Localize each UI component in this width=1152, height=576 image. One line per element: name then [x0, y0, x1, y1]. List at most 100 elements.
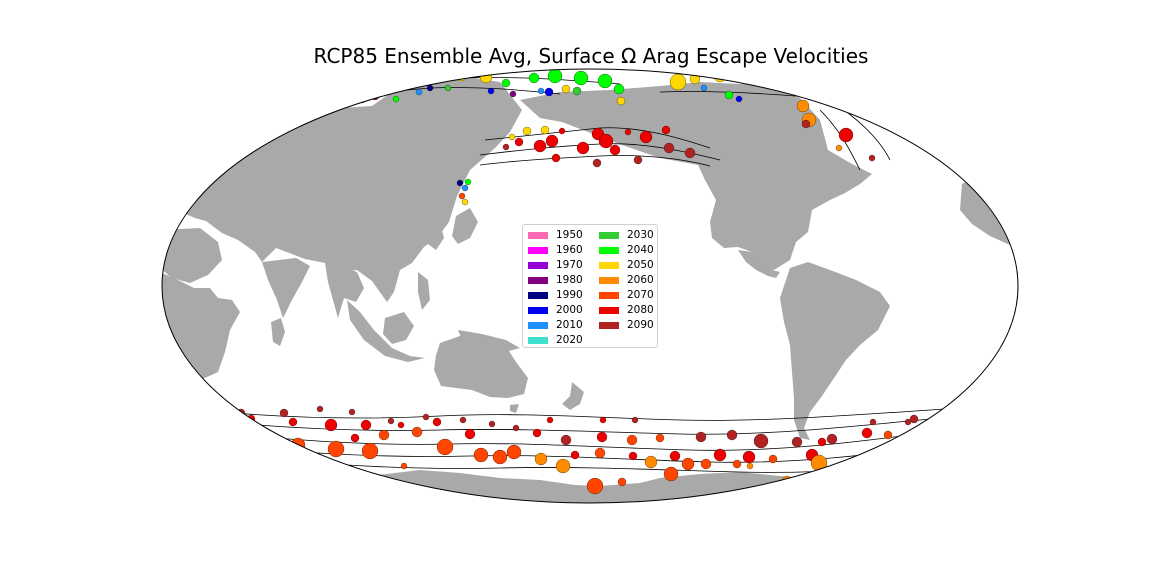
- marker: [768, 69, 784, 84]
- marker: [316, 405, 324, 413]
- marker: [626, 434, 638, 446]
- marker: [596, 431, 608, 443]
- marker: [943, 408, 951, 416]
- marker: [512, 424, 520, 432]
- marker: [738, 69, 752, 82]
- marker: [904, 418, 912, 426]
- marker: [835, 144, 843, 152]
- marker: [248, 122, 256, 130]
- marker: [949, 406, 957, 414]
- marker: [848, 79, 858, 89]
- marker: [576, 141, 590, 155]
- marker: [398, 78, 410, 90]
- marker: [639, 130, 653, 144]
- marker: [684, 147, 696, 159]
- marker: [891, 443, 909, 461]
- marker: [464, 428, 476, 440]
- marker: [444, 84, 452, 92]
- marker: [913, 429, 929, 445]
- marker: [464, 178, 472, 186]
- marker: [522, 126, 532, 136]
- legend-label: 2060: [627, 274, 654, 286]
- marker: [436, 438, 454, 456]
- marker: [324, 418, 338, 432]
- marker: [458, 192, 466, 200]
- marker: [325, 83, 335, 93]
- marker: [617, 477, 627, 487]
- marker: [661, 125, 671, 135]
- marker: [492, 449, 508, 465]
- borneo: [383, 312, 414, 344]
- marker: [869, 96, 879, 106]
- marker: [713, 448, 727, 462]
- map-title: RCP85 Ensemble Avg, Surface Ω Arag Escap…: [313, 44, 869, 68]
- marker: [397, 421, 405, 429]
- marker: [555, 458, 571, 474]
- marker: [796, 99, 810, 113]
- marker: [382, 69, 396, 83]
- legend-label: 1960: [556, 244, 583, 256]
- legend-swatch: [599, 262, 619, 269]
- marker: [387, 417, 395, 425]
- marker: [879, 456, 893, 470]
- legend-label: 2010: [556, 319, 583, 331]
- marker: [400, 462, 408, 470]
- philippines: [418, 272, 430, 310]
- marker: [572, 86, 582, 96]
- arabia: [162, 228, 222, 283]
- legend-swatch: [599, 232, 619, 239]
- marker: [854, 91, 866, 103]
- marker: [502, 143, 510, 151]
- marker: [861, 427, 873, 439]
- japan: [452, 208, 478, 244]
- marker: [426, 84, 434, 92]
- legend-swatch: [599, 277, 619, 284]
- madagascar: [271, 318, 285, 346]
- korea: [428, 222, 444, 250]
- marker: [631, 416, 639, 424]
- legend-label: 2000: [556, 304, 583, 316]
- marker: [742, 450, 756, 464]
- marker: [735, 95, 743, 103]
- marker: [644, 455, 658, 469]
- marker: [434, 69, 446, 80]
- central-america: [738, 250, 780, 278]
- marker: [479, 70, 493, 84]
- marker: [560, 434, 572, 446]
- legend-swatch: [528, 232, 548, 239]
- marker: [826, 433, 838, 445]
- marker: [509, 90, 517, 98]
- legend-label: 2040: [627, 244, 654, 256]
- marker: [869, 418, 877, 426]
- tasmania: [510, 404, 519, 413]
- indochina: [325, 263, 364, 318]
- marker: [732, 459, 742, 469]
- marker: [633, 155, 643, 165]
- marker: [528, 72, 540, 84]
- legend-swatch: [599, 247, 619, 254]
- marker: [597, 73, 613, 89]
- marker: [279, 408, 289, 418]
- marker: [616, 96, 626, 106]
- marker: [501, 78, 511, 88]
- marker: [817, 437, 827, 447]
- legend-label: 2020: [556, 334, 583, 346]
- marker: [624, 128, 632, 136]
- legend-swatch: [599, 292, 619, 299]
- legend-label: 1980: [556, 274, 583, 286]
- marker: [681, 457, 695, 471]
- marker: [461, 198, 469, 206]
- legend-label: 2090: [627, 319, 654, 331]
- marker: [848, 472, 856, 480]
- marker: [613, 83, 625, 95]
- marker: [586, 477, 604, 495]
- marker: [700, 458, 712, 470]
- marker: [724, 90, 734, 100]
- marker: [545, 134, 559, 148]
- legend-label: 2080: [627, 304, 654, 316]
- legend-swatch: [528, 322, 548, 329]
- marker: [350, 433, 360, 443]
- marker: [655, 433, 665, 443]
- legend-label: 2030: [627, 229, 654, 241]
- marker: [259, 435, 271, 447]
